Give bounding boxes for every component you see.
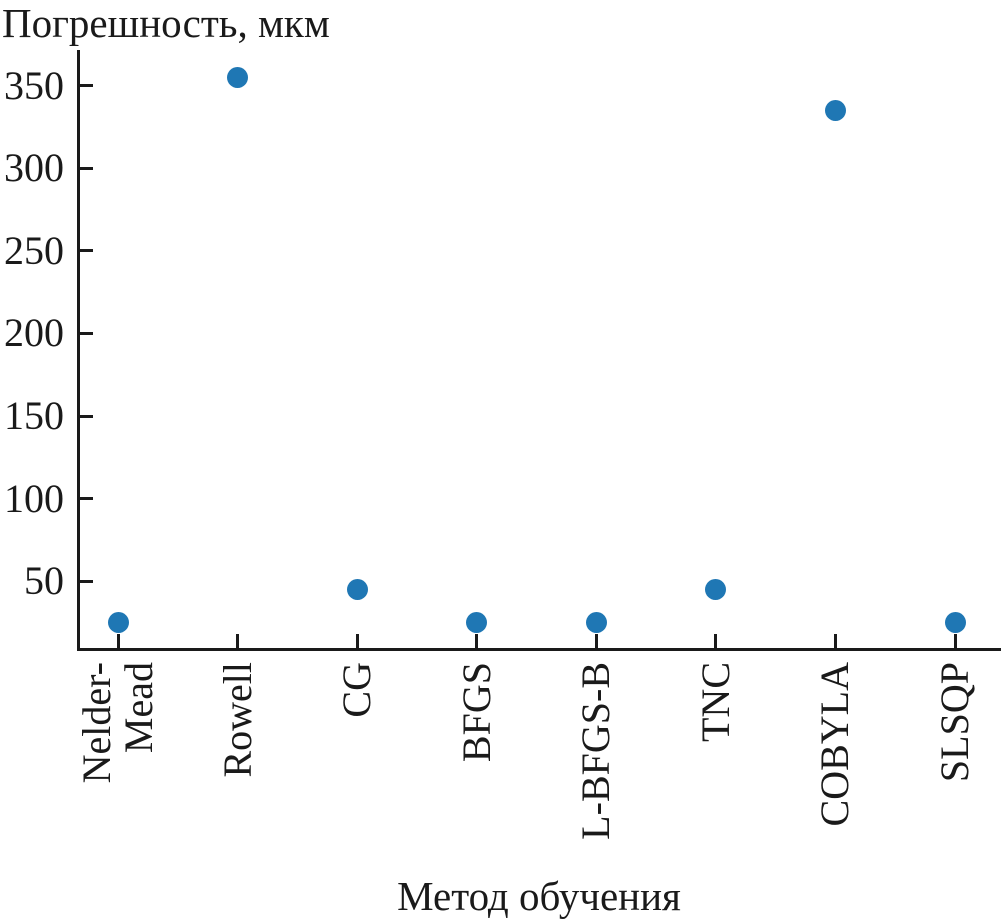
x-tick-mark	[475, 634, 479, 648]
y-tick-mark	[80, 166, 93, 170]
data-point	[824, 99, 846, 121]
data-point	[705, 579, 727, 601]
x-tick-mark	[953, 634, 957, 648]
x-axis-line	[77, 648, 1001, 651]
x-tick-mark	[355, 634, 359, 648]
x-category-label-text: SLSQP	[932, 662, 977, 783]
data-point	[227, 66, 249, 88]
y-tick-mark	[80, 497, 93, 501]
x-category-label-text: COBYLA	[812, 662, 858, 827]
data-point	[944, 612, 966, 634]
y-tick-mark	[80, 414, 93, 418]
data-point	[107, 612, 129, 634]
y-tick-label: 300	[4, 145, 64, 191]
x-category-label-text: TNC	[692, 662, 738, 742]
x-category-label-text: L-BFGS-B	[573, 662, 619, 840]
y-tick-label: 350	[4, 62, 64, 108]
y-tick-mark	[80, 84, 93, 88]
y-axis-line	[77, 50, 80, 651]
y-axis-title: Погрешность, мкм	[2, 0, 330, 46]
y-tick-label: 50	[24, 558, 64, 604]
x-category-label-text: CG	[334, 662, 380, 718]
y-tick-mark	[80, 579, 93, 583]
data-point	[346, 579, 368, 601]
x-tick-mark	[833, 634, 837, 648]
y-tick-mark	[80, 249, 93, 253]
y-tick-label: 150	[4, 393, 64, 439]
y-tick-label: 200	[4, 310, 64, 356]
x-tick-mark	[236, 634, 240, 648]
x-tick-mark	[594, 634, 598, 648]
x-category-label-text: Nelder- Mead	[74, 662, 161, 784]
y-tick-label: 250	[4, 227, 64, 273]
y-tick-label: 100	[4, 475, 64, 521]
data-point	[466, 612, 488, 634]
x-axis-title: Метод обучения	[397, 873, 681, 919]
data-point	[585, 612, 607, 634]
x-category-label-text: Rowell	[214, 662, 260, 778]
x-tick-mark	[714, 634, 718, 648]
y-tick-mark	[80, 331, 93, 335]
x-tick-mark	[116, 634, 120, 648]
x-category-label-text: BFGS	[453, 662, 499, 763]
